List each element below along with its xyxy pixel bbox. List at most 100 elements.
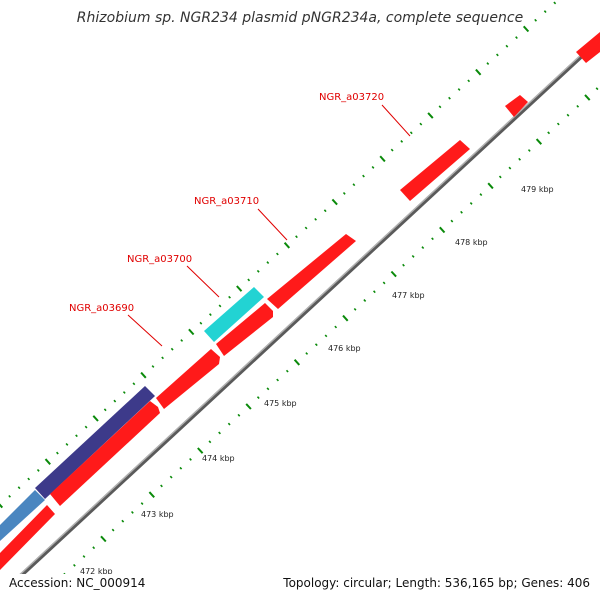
lower-major-tick	[293, 359, 301, 366]
upper-minor-tick	[170, 347, 174, 351]
lower-minor-tick	[556, 122, 560, 126]
gene-navy-feature[interactable]	[35, 386, 155, 499]
upper-minor-tick	[180, 339, 184, 342]
upper-major-tick	[331, 198, 338, 206]
lower-major-tick	[584, 94, 591, 101]
upper-minor-tick	[505, 44, 509, 48]
upper-minor-tick	[276, 252, 279, 256]
lower-minor-tick	[189, 457, 192, 461]
upper-major-tick	[522, 25, 530, 33]
lower-minor-tick	[518, 157, 521, 161]
gene-NGR_a03700[interactable]	[204, 287, 264, 342]
lower-minor-tick	[508, 166, 512, 170]
kbp-label-477: 477 kbp	[392, 291, 425, 300]
upper-minor-tick	[103, 408, 107, 412]
lower-minor-tick	[73, 563, 76, 567]
lower-minor-tick	[121, 519, 125, 523]
lower-minor-tick	[421, 246, 425, 250]
upper-minor-tick	[161, 356, 164, 360]
lower-minor-tick	[460, 210, 463, 214]
accession-text: Accession: NC_000914	[9, 576, 145, 590]
upper-major-tick	[140, 371, 147, 379]
upper-minor-tick	[122, 391, 126, 394]
gene-label-NGR_a03710: NGR_a03710	[194, 196, 259, 207]
upper-minor-tick	[457, 88, 461, 91]
upper-minor-tick	[323, 209, 327, 213]
lower-minor-tick	[140, 502, 144, 505]
kbp-label-476: 476 kbp	[328, 344, 361, 353]
lower-minor-tick	[131, 510, 134, 514]
lower-minor-tick	[179, 466, 183, 470]
genome-backbone	[0, 36, 600, 597]
upper-minor-tick	[27, 477, 31, 481]
gene-label-NGR_a03700: NGR_a03700	[127, 254, 192, 265]
upper-minor-tick	[467, 79, 471, 83]
lower-minor-tick	[276, 378, 279, 382]
kbp-label-474: 474 kbp	[202, 454, 235, 463]
upper-minor-tick	[352, 183, 356, 187]
gene-callouts	[127, 104, 411, 347]
lower-minor-tick	[469, 202, 473, 205]
lower-minor-tick	[402, 263, 405, 267]
upper-minor-tick	[132, 382, 136, 386]
upper-minor-tick	[543, 10, 547, 14]
upper-major-tick	[44, 458, 51, 465]
lower-minor-tick	[285, 369, 289, 373]
upper-major-tick	[236, 285, 243, 292]
lower-minor-tick	[169, 475, 173, 479]
upper-major-tick	[427, 112, 434, 119]
gene-red-1[interactable]	[0, 505, 55, 570]
upper-minor-tick	[342, 191, 346, 195]
lower-minor-tick	[547, 131, 551, 135]
lower-minor-tick	[314, 343, 318, 347]
lower-major-tick	[197, 447, 204, 454]
lower-minor-tick	[353, 307, 357, 311]
upper-major-tick	[283, 242, 291, 249]
gene-label-NGR_a03720: NGR_a03720	[319, 92, 384, 103]
lower-major-tick	[487, 182, 494, 190]
footer-band	[0, 574, 600, 600]
lower-major-tick	[439, 226, 446, 234]
lower-major-tick	[100, 535, 107, 543]
lower-minor-tick	[527, 149, 531, 152]
upper-minor-tick	[84, 425, 88, 429]
upper-minor-tick	[228, 295, 231, 299]
lower-major-tick	[342, 314, 349, 322]
lower-minor-tick	[92, 546, 96, 550]
lower-minor-tick	[237, 413, 241, 417]
upper-minor-tick	[256, 269, 260, 273]
lower-minor-tick	[82, 555, 86, 558]
upper-major-tick	[379, 155, 386, 163]
lower-major-tick	[535, 138, 543, 145]
upper-minor-tick	[218, 304, 222, 308]
lower-major-tick	[148, 491, 155, 498]
gene-NGR_a03710[interactable]	[267, 234, 356, 309]
gene-NGR_a03690[interactable]	[156, 349, 220, 409]
genome-summary-text: Topology: circular; Length: 536,165 bp; …	[282, 576, 590, 590]
upper-minor-tick	[314, 217, 317, 221]
upper-minor-tick	[409, 131, 413, 135]
upper-minor-tick	[65, 442, 69, 446]
gene-red-3[interactable]	[216, 303, 273, 356]
lower-minor-tick	[479, 193, 483, 197]
upper-minor-tick	[553, 1, 557, 5]
gene-NGR_a03720[interactable]	[400, 140, 470, 201]
gene-red-topright[interactable]	[576, 32, 600, 63]
upper-minor-tick	[113, 399, 117, 403]
lower-minor-tick	[576, 104, 580, 108]
lower-minor-tick	[160, 484, 163, 488]
lower-minor-tick	[363, 299, 367, 302]
upper-minor-tick	[304, 226, 308, 230]
gene-small-red[interactable]	[505, 95, 528, 117]
gene-red-2[interactable]	[50, 401, 160, 506]
upper-minor-tick	[17, 486, 21, 490]
upper-minor-tick	[199, 321, 203, 325]
gene-steel-feature[interactable]	[0, 490, 45, 541]
lower-tick-track	[51, 87, 599, 587]
kbp-label-478: 478 kbp	[455, 238, 488, 247]
upper-minor-tick	[247, 278, 251, 282]
lower-minor-tick	[266, 387, 270, 391]
lower-minor-tick	[208, 440, 212, 444]
kbp-label-473: 473 kbp	[141, 510, 174, 519]
